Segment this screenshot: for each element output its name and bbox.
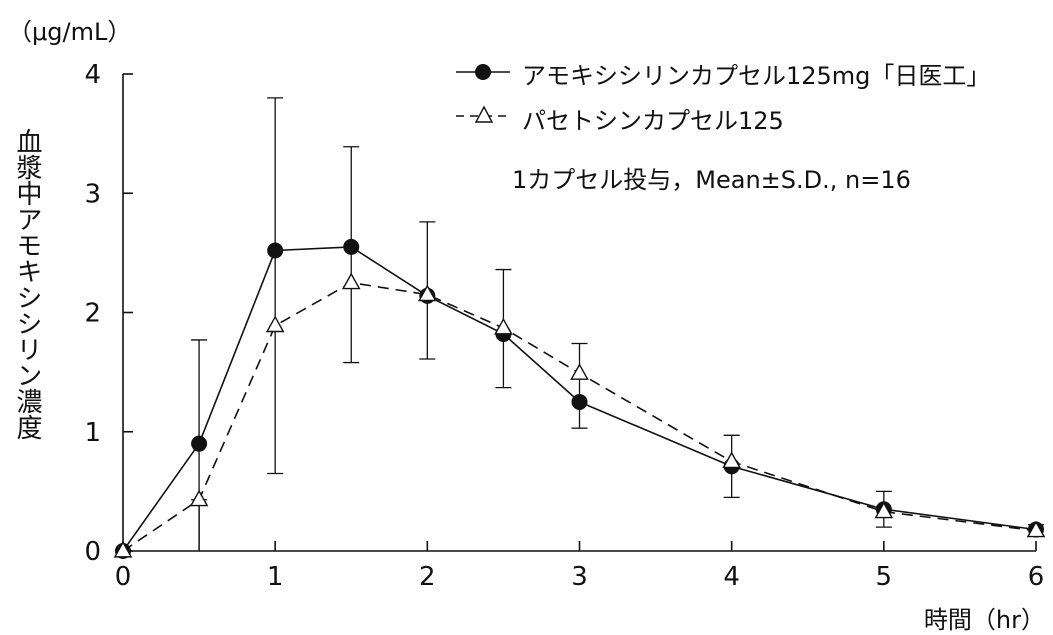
legend-label-series-2: パセトシンカプセル125 (522, 107, 784, 135)
data-point (874, 501, 894, 519)
legend-marker-series-1 (475, 64, 491, 80)
y-tick-label: 1 (84, 418, 101, 448)
data-point (570, 363, 589, 380)
y-tick-label: 0 (84, 537, 101, 567)
data-point (494, 317, 513, 335)
x-tick-label: 5 (876, 562, 893, 592)
data-point (722, 451, 741, 469)
x-tick-label: 4 (723, 562, 740, 592)
x-tick-label: 3 (571, 562, 588, 592)
y-tick-label: 4 (84, 60, 101, 90)
data-point (265, 315, 285, 333)
data-point (267, 242, 284, 259)
x-tick-label: 6 (1028, 562, 1045, 592)
legend-marker-series-2 (474, 105, 494, 123)
x-tick-label: 2 (419, 562, 436, 592)
data-point (1026, 520, 1046, 538)
series-1 (115, 97, 1044, 559)
data-point (343, 238, 360, 255)
series-2 (113, 272, 1046, 558)
y-axis-title: 血漿中アモキシシリン濃度 (12, 128, 42, 440)
data-point (189, 489, 209, 507)
data-point (418, 284, 437, 302)
y-unit-label: （μg/mL） (8, 18, 132, 46)
data-point (191, 435, 208, 452)
data-point (571, 393, 588, 410)
x-tick-label: 0 (115, 562, 132, 592)
data-point (113, 540, 133, 558)
y-tick-label: 3 (84, 179, 101, 209)
data-point (341, 272, 361, 290)
x-tick-label: 1 (267, 562, 284, 592)
legend-label-series-1: アモキシシリンカプセル125mg「日医工」 (522, 62, 991, 90)
x-axis-title: 時間（hr） (923, 606, 1045, 634)
chart-note: 1カプセル投与，Mean±S.D., n=16 (512, 166, 911, 194)
series-line (122, 246, 1037, 552)
y-tick-label: 2 (84, 299, 101, 329)
series-line (122, 281, 1037, 552)
